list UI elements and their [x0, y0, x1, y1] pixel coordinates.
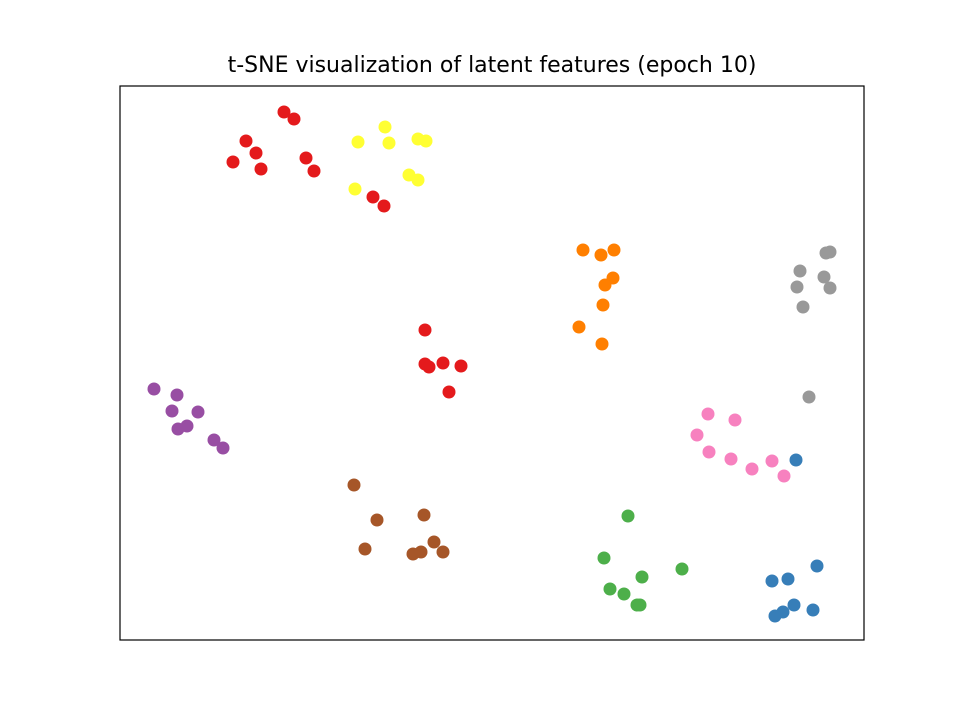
point — [180, 419, 194, 433]
point — [427, 535, 441, 549]
point — [414, 545, 428, 559]
point — [790, 280, 804, 294]
point — [777, 469, 791, 483]
plot-frame — [119, 85, 865, 641]
point — [793, 264, 807, 278]
point — [675, 562, 689, 576]
point — [796, 300, 810, 314]
point — [781, 572, 795, 586]
point — [366, 190, 380, 204]
point — [690, 428, 704, 442]
point — [576, 243, 590, 257]
point — [378, 120, 392, 134]
point — [377, 199, 391, 213]
point — [823, 281, 837, 295]
point — [603, 582, 617, 596]
point — [170, 388, 184, 402]
point — [594, 248, 608, 262]
point — [347, 478, 361, 492]
point — [617, 587, 631, 601]
point — [454, 359, 468, 373]
point — [287, 112, 301, 126]
point — [191, 405, 205, 419]
point — [419, 134, 433, 148]
point — [789, 453, 803, 467]
point — [307, 164, 321, 178]
point — [422, 360, 436, 374]
point — [810, 559, 824, 573]
point — [254, 162, 268, 176]
point — [765, 574, 779, 588]
point — [802, 390, 816, 404]
point — [621, 509, 635, 523]
point — [370, 513, 384, 527]
point — [382, 136, 396, 150]
point — [411, 173, 425, 187]
point — [607, 243, 621, 257]
point — [249, 146, 263, 160]
point — [806, 603, 820, 617]
point — [768, 609, 782, 623]
point — [226, 155, 240, 169]
point — [572, 320, 586, 334]
point — [728, 413, 742, 427]
point — [597, 551, 611, 565]
point — [817, 270, 831, 284]
point — [417, 508, 431, 522]
point — [436, 545, 450, 559]
point — [277, 105, 291, 119]
point — [633, 598, 647, 612]
chart-title: t-SNE visualization of latent features (… — [228, 53, 757, 78]
point — [595, 337, 609, 351]
point — [147, 382, 161, 396]
point — [351, 135, 365, 149]
point — [207, 433, 221, 447]
point — [442, 385, 456, 399]
point — [787, 598, 801, 612]
point — [823, 245, 837, 259]
point — [596, 298, 610, 312]
point — [598, 278, 612, 292]
point — [635, 570, 649, 584]
point — [765, 454, 779, 468]
point — [348, 182, 362, 196]
point — [418, 323, 432, 337]
point — [358, 542, 372, 556]
point — [239, 134, 253, 148]
point — [724, 452, 738, 466]
point — [701, 407, 715, 421]
point — [299, 151, 313, 165]
point — [436, 356, 450, 370]
point — [702, 445, 716, 459]
point — [165, 404, 179, 418]
point — [216, 441, 230, 455]
point — [745, 462, 759, 476]
